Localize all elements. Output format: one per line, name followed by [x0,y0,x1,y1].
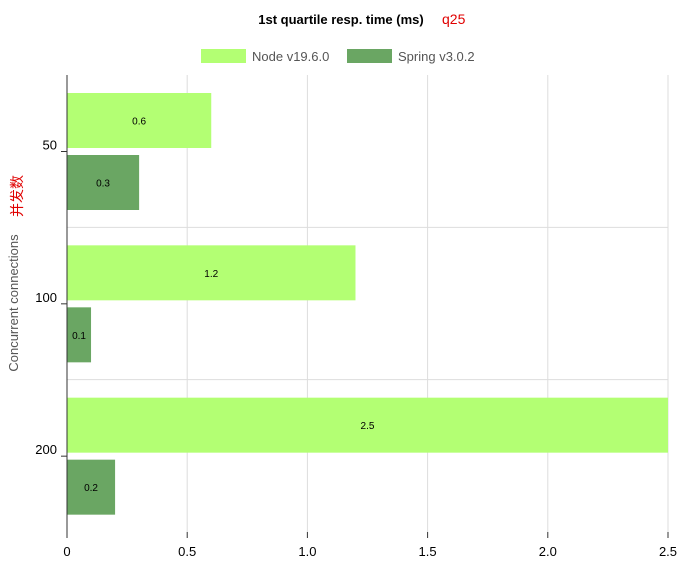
bar-spring-200 [67,459,116,515]
legend-swatch-spring [347,49,392,63]
legend: Node v19.6.0 Spring v3.0.2 [201,49,475,64]
bar-spring-100 [67,307,92,363]
chart-title: 1st quartile resp. time (ms) [258,12,423,27]
x-tick-label: 0.5 [178,544,196,559]
bar-value-label: 0.2 [84,483,98,494]
x-tick-label: 2.0 [539,544,557,559]
title-annotation: q25 [442,11,466,27]
grid [67,75,669,532]
y-ticks: 50 100 200 [35,138,67,457]
bars: 0.6 0.3 1.2 0.1 2.5 0.2 [67,93,668,515]
y-tick-label: 50 [43,138,57,153]
x-tick-label: 0 [63,544,70,559]
x-tick-label: 1.5 [419,544,437,559]
bar-node-50 [67,93,212,148]
bar-spring-50 [67,155,140,210]
bar-node-100 [67,245,356,301]
bar-value-label: 0.1 [72,331,86,342]
bar-value-label: 1.2 [204,269,218,280]
legend-swatch-node [201,49,246,63]
bar-value-label: 2.5 [361,421,375,432]
x-ticks: 0 0.5 1.0 1.5 2.0 2.5 [63,532,677,559]
y-tick-label: 100 [35,290,57,305]
bar-value-label: 0.6 [132,117,146,128]
y-tick-label: 200 [35,442,57,457]
x-tick-label: 2.5 [659,544,677,559]
bar-value-label: 0.3 [96,179,110,190]
y-axis-label: Concurrent connections [6,234,21,372]
y-axis-label-annotation: 并发数 [9,175,25,217]
x-tick-label: 1.0 [298,544,316,559]
legend-label-spring: Spring v3.0.2 [398,49,475,64]
legend-label-node: Node v19.6.0 [252,49,329,64]
bar-node-200 [67,397,668,453]
